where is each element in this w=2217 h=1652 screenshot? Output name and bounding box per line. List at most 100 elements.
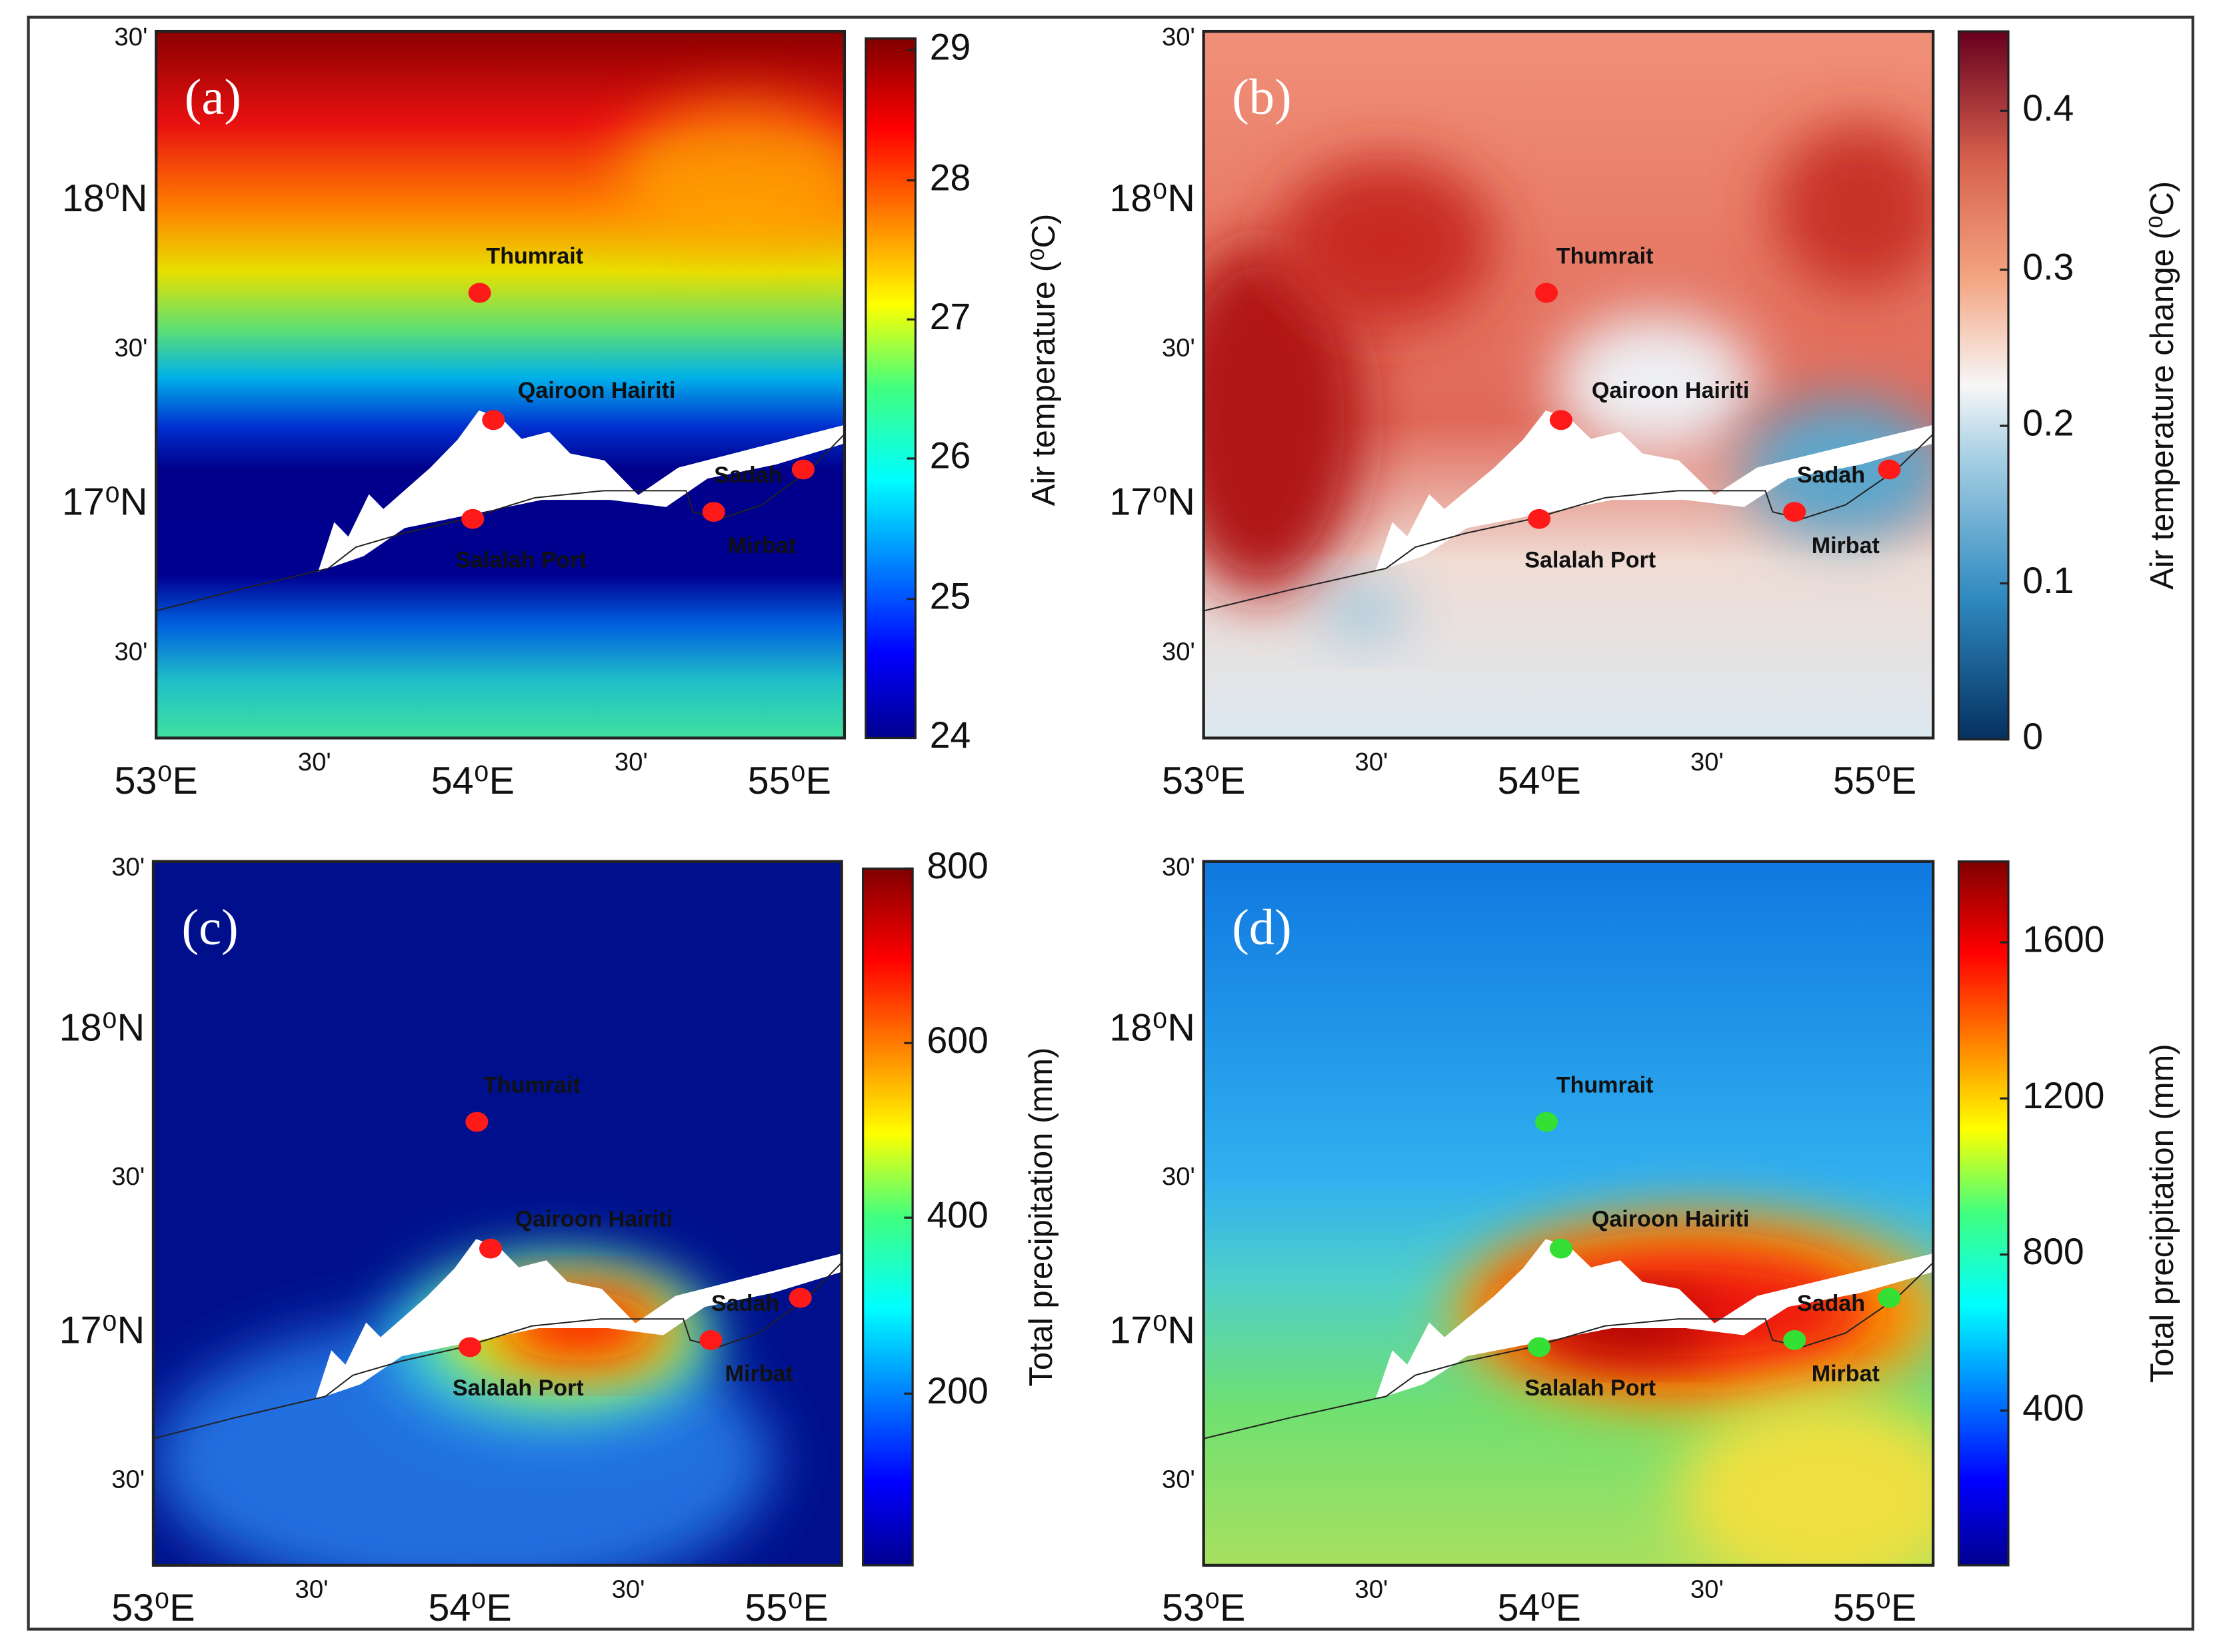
place-marker [702, 502, 725, 522]
y-axis-label: 30' [111, 1465, 145, 1493]
y-axis-label: 30' [115, 333, 148, 362]
y-axis-label: 30' [1162, 637, 1195, 666]
land-edge [1375, 1239, 1934, 1400]
colorbar-tick-label: 400 [2022, 1387, 2084, 1428]
x-axis-label: 54⁰E [1497, 760, 1580, 802]
x-axis-label: 55⁰E [745, 1587, 828, 1629]
x-axis-label: 54⁰E [1497, 1587, 1580, 1629]
place-label: Sadah [1797, 1291, 1865, 1316]
y-axis-label: 17⁰N [1109, 481, 1194, 524]
x-axis-label: 55⁰E [1833, 760, 1916, 802]
place-marker [1878, 1287, 1901, 1308]
x-axis-label: 30' [295, 1575, 329, 1603]
panel: (b) Thumrait Qairoon Hairiti Sadah Mirbat Sal… [1109, 23, 2180, 802]
colorbar-tick-label: 200 [927, 1370, 988, 1411]
coastline [1204, 1263, 1933, 1439]
coastline [156, 434, 845, 611]
y-axis-label: 18⁰N [59, 1006, 145, 1049]
colorbar-label: Total precipitation (mm) [1023, 1048, 1059, 1387]
place-marker [458, 1337, 482, 1357]
x-axis-label: 30' [612, 1575, 645, 1603]
place-marker [791, 459, 815, 480]
colorbar-tick-label: 26 [930, 435, 971, 476]
y-axis-label: 30' [115, 23, 148, 51]
y-axis-label: 30' [1162, 1162, 1195, 1191]
place-label: Qairoon Hairiti [518, 378, 675, 403]
y-axis-label: 18⁰N [1109, 1006, 1194, 1049]
y-axis-label: 30' [111, 1162, 145, 1191]
place-label: Salalah Port [1524, 1375, 1656, 1401]
place-label: Salalah Port [1524, 547, 1656, 572]
figure-border [27, 15, 2194, 1631]
colorbar-label: Air temperature change (⁰C) [2144, 181, 2180, 590]
map [1203, 31, 1934, 738]
panel-label: (c) [182, 899, 239, 956]
place-marker [479, 1238, 503, 1259]
coastline [1204, 434, 1933, 611]
land-edge [318, 410, 845, 572]
y-axis-label: 30' [1162, 1465, 1195, 1493]
place-label: Mirbat [1812, 533, 1880, 558]
map [1204, 861, 1934, 1565]
x-axis-label: 54⁰E [431, 760, 515, 802]
place-label: Thumrait [1556, 1073, 1654, 1098]
colorbar-label: Air temperature (⁰C) [1026, 214, 1062, 506]
place-label: Thumrait [1556, 243, 1654, 269]
place-label: Salalah Port [455, 547, 587, 572]
colorbar [865, 37, 917, 740]
place-label: Qairoon Hairiti [1592, 378, 1749, 403]
x-axis-label: 30' [1354, 1575, 1388, 1603]
map-frame [151, 860, 843, 1567]
place-label: Sadah [1797, 462, 1865, 488]
map-frame [155, 29, 847, 740]
x-axis-label: 53⁰E [111, 1587, 195, 1629]
colorbar-tick-label: 0 [2022, 716, 2043, 757]
place-label: Salalah Port [453, 1375, 584, 1401]
colorbar-tick-label: 29 [930, 26, 971, 67]
place-marker [1878, 459, 1901, 480]
place-marker [1528, 508, 1551, 529]
place-label: Mirbat [728, 533, 796, 558]
place-marker [1549, 1238, 1572, 1259]
panel-label: (b) [1232, 69, 1291, 125]
field [1320, 582, 1408, 640]
field [1203, 243, 1364, 597]
colorbar-tick-label: 0.2 [2022, 403, 2074, 444]
colorbar-tick-label: 25 [930, 575, 971, 616]
y-axis-label: 30' [1162, 23, 1195, 51]
panel: (d) Thumrait Qairoon Hairiti Sadah Mirbat Sal… [1109, 852, 2180, 1629]
x-axis-label: 55⁰E [748, 760, 831, 802]
map [153, 861, 842, 1565]
colorbar-tick-label: 1600 [2022, 919, 2104, 960]
colorbar-tick-label: 0.1 [2022, 560, 2074, 601]
colorbar-label: Total precipitation (mm) [2144, 1044, 2180, 1383]
map [156, 31, 845, 738]
colorbar-tick-label: 28 [930, 157, 971, 198]
y-axis-label: 17⁰N [62, 481, 147, 524]
x-axis-label: 55⁰E [1833, 1587, 1916, 1629]
x-axis-label: 30' [1690, 748, 1724, 776]
place-label: Qairoon Hairiti [515, 1206, 673, 1232]
place-marker [1783, 502, 1806, 522]
place-label: Mirbat [725, 1361, 793, 1387]
field [617, 102, 845, 244]
panel-label: (d) [1232, 899, 1291, 956]
y-axis-label: 30' [111, 852, 145, 881]
place-label: Thumrait [486, 243, 583, 269]
colorbar [1957, 860, 2010, 1567]
colorbar-tick-label: 1200 [2022, 1075, 2104, 1116]
panel: (c) Thumrait Qairoon Hairiti Sadah Mirbat Sal… [59, 845, 1059, 1629]
y-axis-label: 30' [115, 637, 148, 666]
field [1276, 158, 1496, 329]
x-axis-label: 53⁰E [1162, 760, 1245, 802]
y-axis-label: 17⁰N [1109, 1309, 1194, 1352]
place-marker [789, 1287, 812, 1308]
colorbar-tick-label: 27 [930, 296, 971, 337]
place-marker [1535, 283, 1558, 303]
y-axis-label: 18⁰N [1109, 177, 1194, 220]
colorbar-tick-label: 400 [927, 1194, 988, 1236]
x-axis-label: 54⁰E [428, 1587, 511, 1629]
x-axis-label: 30' [1354, 748, 1388, 776]
place-marker [1528, 1337, 1551, 1357]
land-edge [315, 1239, 842, 1400]
